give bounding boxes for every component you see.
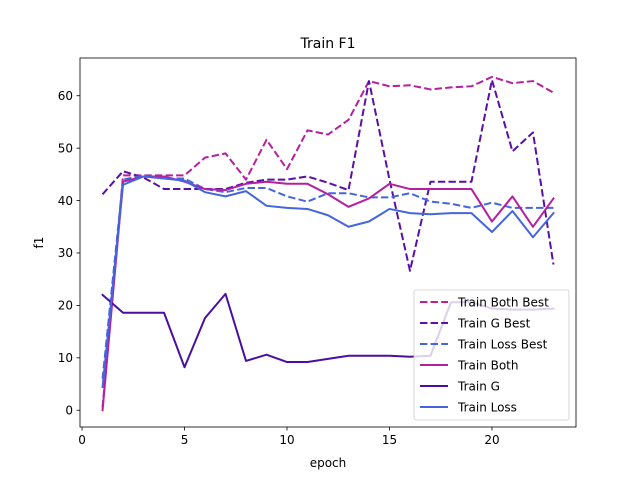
x-axis-label: epoch [310, 456, 347, 470]
y-tick-label: 50 [58, 141, 73, 155]
x-tick-label: 20 [484, 433, 499, 447]
y-tick-label: 20 [58, 299, 73, 313]
series-line-train-both-best [101, 75, 554, 408]
x-axis: 0 5 10 15 20 [78, 427, 500, 447]
x-tick-label: 5 [181, 433, 189, 447]
y-tick-label: 10 [58, 351, 73, 365]
y-axis: 0 10 20 30 40 50 60 [58, 89, 80, 417]
chart-title: Train F1 [299, 36, 355, 52]
legend-label: Train Both [457, 358, 519, 372]
x-tick-label: 0 [78, 433, 86, 447]
series-line-train-loss-best [101, 174, 554, 379]
series-line-train-g-best [101, 79, 555, 272]
series-layer [101, 75, 555, 412]
series-line-train-loss [101, 175, 555, 389]
y-tick-label: 30 [58, 246, 73, 260]
y-tick-label: 0 [65, 403, 73, 417]
legend-label: Train G Best [457, 316, 531, 330]
legend-label: Train Loss [457, 400, 517, 414]
y-tick-label: 40 [58, 194, 73, 208]
legend-box [413, 289, 570, 421]
legend-label: Train Both Best [457, 295, 549, 309]
x-tick-label: 15 [382, 433, 397, 447]
legend: Train Both Best Train G Best Train Loss Be… [413, 289, 570, 421]
plot-frame [79, 57, 577, 428]
legend-label: Train Loss Best [457, 337, 548, 351]
legend-label: Train G [457, 379, 500, 393]
y-tick-label: 60 [58, 89, 73, 103]
y-axis-label: f1 [32, 237, 46, 249]
x-tick-label: 10 [279, 433, 294, 447]
